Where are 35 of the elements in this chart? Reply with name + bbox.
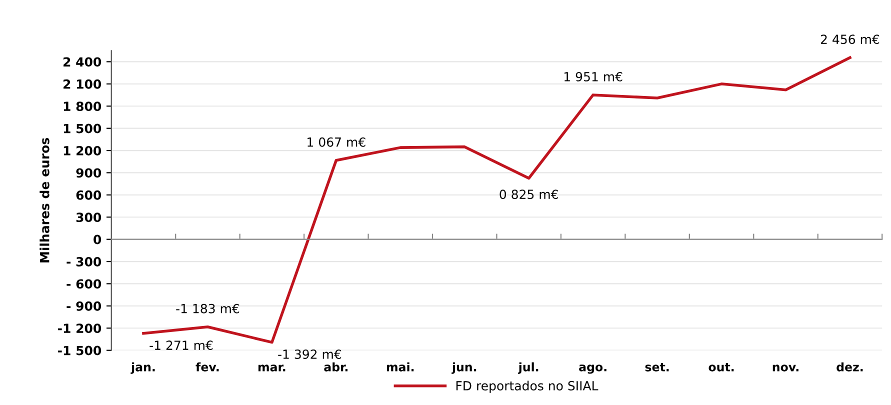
y-axis-title: Milhares de euros bbox=[40, 138, 50, 262]
data-label: 1 067 m€ bbox=[308, 137, 366, 147]
data-label: 0 825 m€ bbox=[500, 190, 558, 200]
y-tick-label: 0 bbox=[94, 234, 102, 244]
x-tick-label: jan. bbox=[130, 362, 155, 374]
y-tick-label: 1 200 bbox=[64, 146, 102, 156]
y-tick-label: 2 400 bbox=[64, 57, 102, 67]
y-tick-label: -1 200 bbox=[58, 324, 102, 334]
y-tick-label: 2 100 bbox=[64, 79, 102, 89]
data-label: 1 951 m€ bbox=[564, 72, 622, 82]
x-tick-label: set. bbox=[645, 362, 669, 372]
x-tick-label: mar. bbox=[258, 364, 286, 372]
data-label: -1 271 m€ bbox=[150, 340, 213, 350]
y-tick-label: -1 500 bbox=[58, 346, 102, 356]
y-tick-label: - 300 bbox=[66, 256, 102, 266]
data-label: 2 456 m€ bbox=[820, 34, 880, 44]
x-tick-label: mai. bbox=[386, 362, 414, 372]
x-tick-label: nov. bbox=[772, 364, 798, 372]
x-tick-label: abr. bbox=[324, 362, 348, 372]
y-tick-label: 300 bbox=[76, 212, 102, 222]
data-label: -1 392 m€ bbox=[278, 350, 342, 359]
data-label: -1 183 m€ bbox=[176, 304, 240, 314]
x-tick-label: jun. bbox=[452, 362, 476, 374]
y-tick-label: - 600 bbox=[66, 279, 102, 289]
y-tick-label: 1 800 bbox=[64, 102, 102, 112]
x-tick-label: ago. bbox=[579, 364, 606, 374]
x-tick-label: jul. bbox=[518, 362, 538, 374]
x-tick-label: out. bbox=[708, 362, 734, 372]
y-tick-label: 600 bbox=[76, 190, 102, 200]
y-tick-label: - 900 bbox=[66, 301, 102, 311]
legend-label: FD reportados no SIIAL bbox=[456, 380, 598, 393]
x-tick-label: dez. bbox=[836, 362, 863, 372]
x-tick-label: fev. bbox=[196, 362, 219, 372]
y-tick-label: 1 500 bbox=[64, 124, 102, 134]
y-tick-label: 900 bbox=[76, 168, 102, 178]
